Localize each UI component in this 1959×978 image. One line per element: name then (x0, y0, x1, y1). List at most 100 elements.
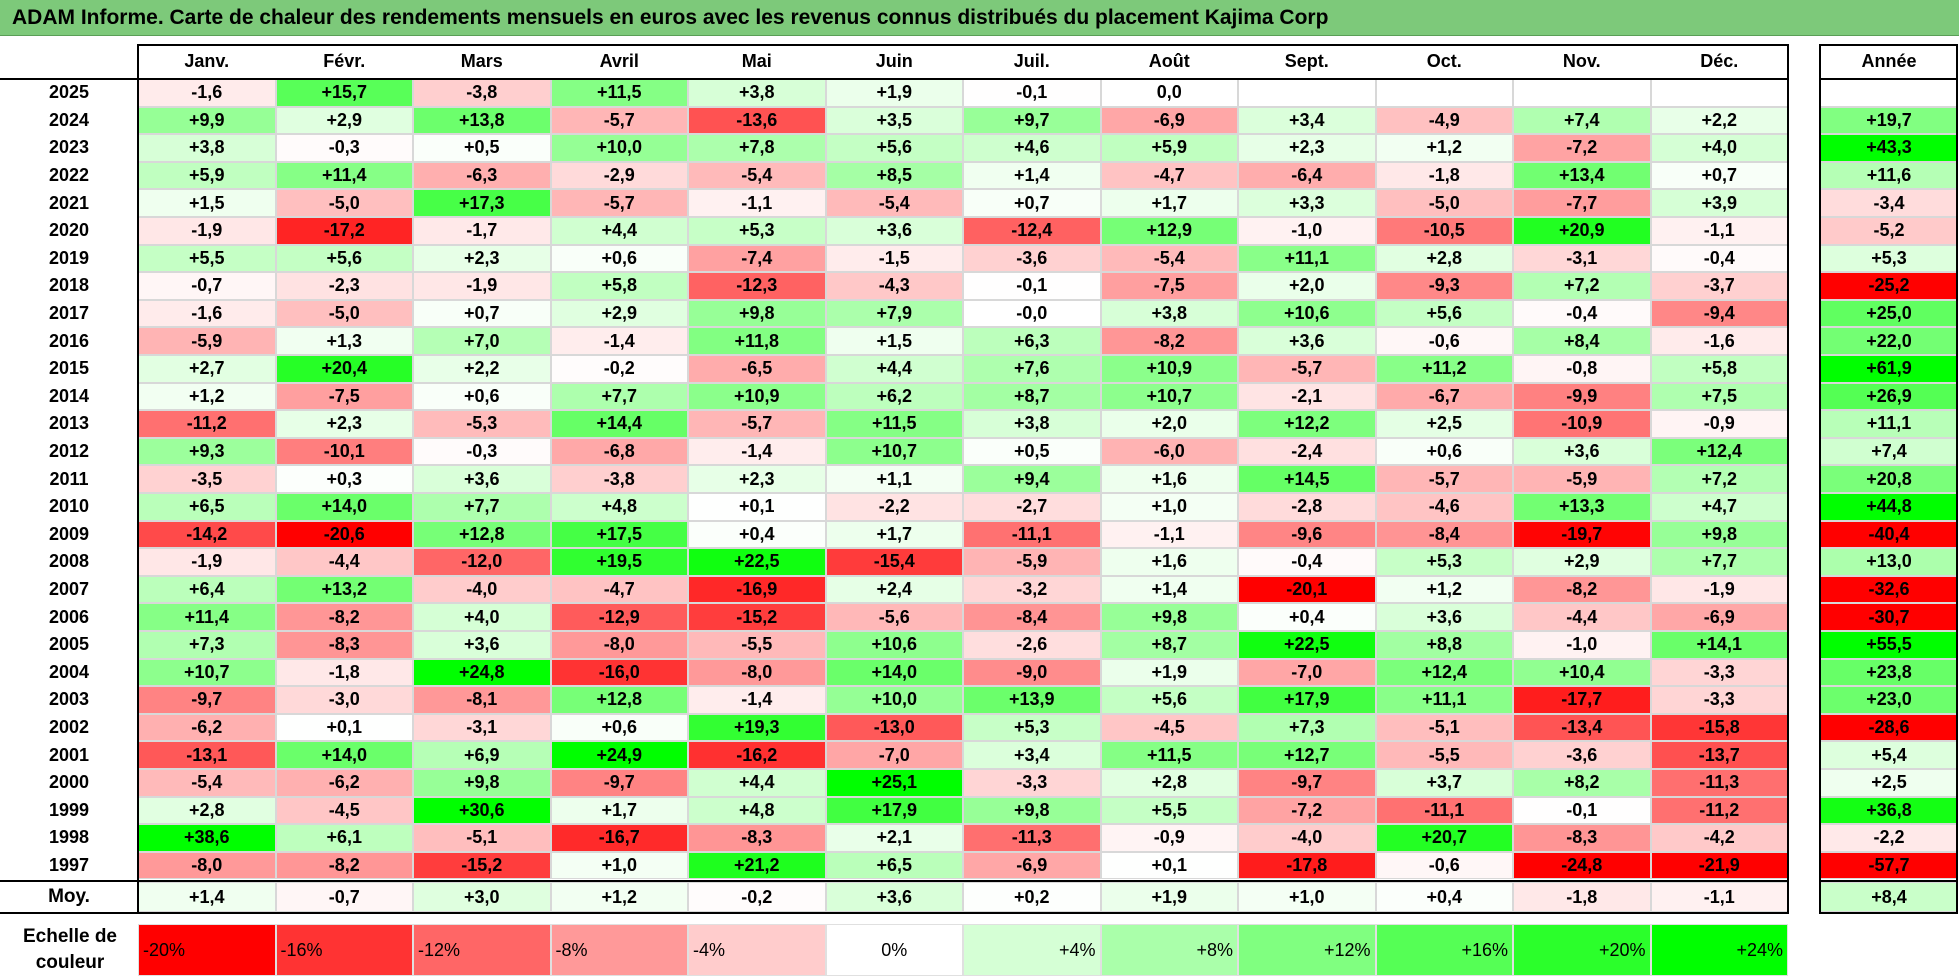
heatmap-cell: -6,3 (413, 161, 551, 190)
heatmap-cell: -5,7 (550, 189, 688, 217)
heatmap-cell: -1,6 (138, 79, 276, 107)
heatmap-cell: -5,7 (1238, 355, 1376, 383)
heatmap-cell: +17,3 (413, 189, 551, 217)
heatmap-cell: -5,5 (1375, 741, 1513, 769)
heatmap-cell: +22,5 (1238, 631, 1376, 659)
heatmap-cell: +9,8 (1650, 520, 1788, 549)
heatmap-cell (1238, 79, 1376, 107)
color-scale-label-line2: couleur (35, 952, 105, 973)
heatmap-cell: -9,3 (1375, 272, 1513, 300)
heatmap-cell: -1,9 (1650, 575, 1788, 604)
heatmap-cell: -9,0 (963, 658, 1101, 687)
heatmap-cell: +2,3 (1238, 134, 1376, 162)
heatmap-cell: -2,3 (275, 272, 413, 300)
heatmap-cell: -2,4 (1238, 437, 1376, 466)
heatmap-cell: 0,0 (1100, 79, 1238, 107)
month-header: Févr. (323, 51, 366, 71)
average-divider-bottom (0, 912, 1788, 915)
heatmap-cell: +1,6 (1100, 465, 1238, 493)
heatmap-cell: +12,8 (413, 520, 551, 549)
heatmap-cell: -7,5 (275, 382, 413, 411)
heatmap-cell: -1,8 (275, 658, 413, 687)
annual-cell: +11,1 (1820, 410, 1958, 438)
heatmap-cell: +7,3 (1238, 713, 1376, 742)
heatmap-cell: +6,9 (413, 741, 551, 769)
annual-cell: +23,0 (1820, 686, 1958, 714)
heatmap-cell: -14,2 (138, 520, 276, 549)
heatmap-cell: -13,4 (1513, 713, 1651, 742)
heatmap-cell: +5,8 (1650, 355, 1788, 383)
heatmap-cell: +38,6 (138, 824, 276, 852)
heatmap-cell: -5,1 (413, 824, 551, 852)
heatmap-cell: +6,5 (825, 851, 963, 880)
heatmap-cell: +2,3 (688, 465, 826, 493)
annual-cell: +19,7 (1820, 106, 1958, 135)
heatmap-cell: +10,0 (550, 134, 688, 162)
heatmap-cell: -4,5 (275, 796, 413, 825)
heatmap-cell: -0,4 (1513, 299, 1651, 328)
annual-cell: +7,4 (1820, 437, 1958, 466)
heatmap-cell: +14,0 (275, 493, 413, 521)
month-header: Janv. (184, 51, 230, 71)
heatmap-cell: +3,5 (825, 106, 963, 135)
heatmap-cell: -3,7 (1650, 272, 1788, 300)
heatmap-cell: -8,2 (275, 603, 413, 631)
heatmap-cell: +1,3 (275, 327, 413, 355)
heatmap-cell: +1,0 (1100, 493, 1238, 521)
heatmap-cell: +2,2 (413, 355, 551, 383)
heatmap-cell: -13,1 (138, 741, 276, 769)
heatmap-cell: +13,9 (963, 686, 1101, 714)
heatmap-cell: +2,8 (1100, 769, 1238, 797)
heatmap-cell: -2,2 (825, 493, 963, 521)
annual-cell: -40,4 (1820, 520, 1958, 549)
average-cell: -1,8 (1513, 882, 1651, 913)
color-scale-step: +16% (1375, 924, 1513, 976)
heatmap-cell: +3,8 (963, 410, 1101, 438)
color-scale-step: -20% (138, 924, 276, 976)
heatmap-cell: +5,5 (1100, 796, 1238, 825)
annual-cell: +36,8 (1820, 796, 1958, 825)
heatmap-cell: +0,6 (413, 382, 551, 411)
heatmap-cell: -17,8 (1238, 851, 1376, 880)
year-label: 2025 (48, 82, 90, 103)
heatmap-cell: +24,8 (413, 658, 551, 687)
heatmap-cell: -8,3 (1513, 824, 1651, 852)
color-scale-step: +12% (1238, 924, 1376, 976)
heatmap-cell: -10,5 (1375, 217, 1513, 245)
heatmap-cell: -0,3 (413, 437, 551, 466)
heatmap-cell: -1,0 (1513, 631, 1651, 659)
annual-cell: +2,5 (1820, 769, 1958, 797)
heatmap-cell: -6,0 (1100, 437, 1238, 466)
heatmap-cell: +2,9 (550, 299, 688, 328)
heatmap-cell: -5,9 (138, 327, 276, 355)
heatmap-cell: -8,0 (550, 631, 688, 659)
heatmap-cell: +11,5 (550, 79, 688, 107)
heatmap-cell: -1,1 (1100, 520, 1238, 549)
heatmap-cell: -11,1 (963, 520, 1101, 549)
heatmap-cell: -9,4 (1650, 299, 1788, 328)
heatmap-cell: -0,7 (138, 272, 276, 300)
heatmap-cell: -7,0 (825, 741, 963, 769)
annual-cell: +11,6 (1820, 161, 1958, 190)
year-label: 2012 (48, 441, 90, 462)
annual-cell: +20,8 (1820, 465, 1958, 493)
heatmap-cell: +25,1 (825, 769, 963, 797)
heatmap-cell: +5,6 (1100, 686, 1238, 714)
heatmap-cell: +1,7 (550, 796, 688, 825)
heatmap-cell: -15,2 (413, 851, 551, 880)
year-label: 2016 (48, 330, 90, 351)
heatmap-cell: -4,4 (275, 548, 413, 576)
annual-cell: -25,2 (1820, 272, 1958, 300)
average-cell: +3,0 (413, 882, 551, 913)
heatmap-cell: +5,5 (138, 244, 276, 273)
heatmap-cell: +0,7 (963, 189, 1101, 217)
heatmap-cell: -8,0 (688, 658, 826, 687)
heatmap-cell: -8,3 (688, 824, 826, 852)
heatmap-cell: +30,6 (413, 796, 551, 825)
heatmap-cell: -3,6 (963, 244, 1101, 273)
average-annual-cell: +8,4 (1820, 882, 1958, 913)
heatmap-cell: +4,4 (550, 217, 688, 245)
heatmap-cell: -6,9 (1650, 603, 1788, 631)
heatmap-cell: +12,8 (550, 686, 688, 714)
heatmap-cell: +5,6 (1375, 299, 1513, 328)
